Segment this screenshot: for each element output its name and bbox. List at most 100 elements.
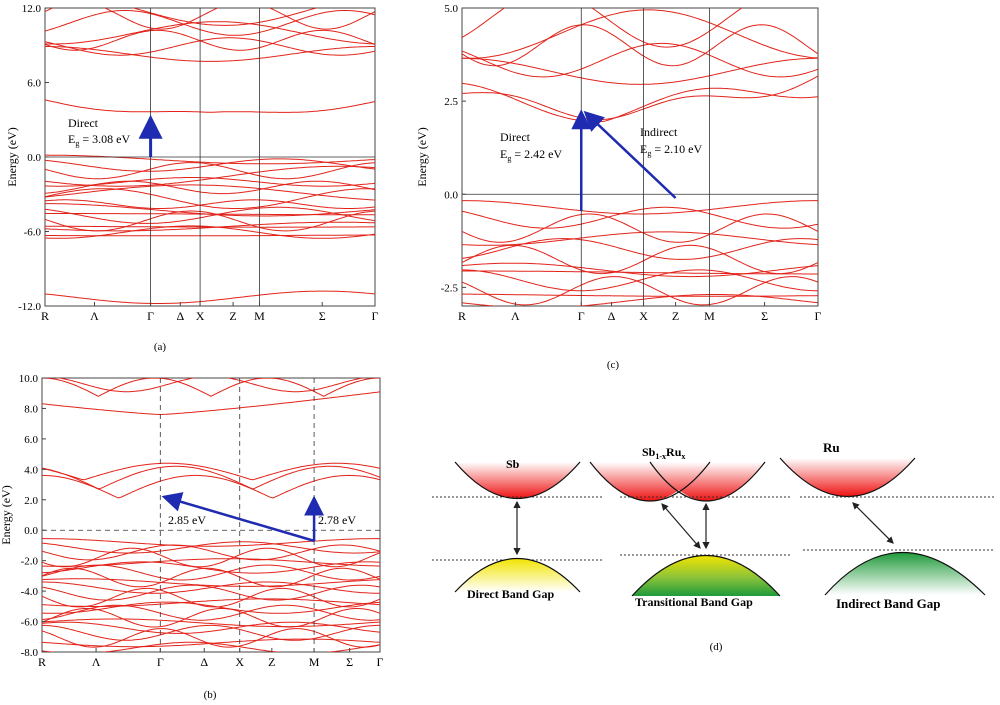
indirect-gap-value: 2.85 eV <box>168 513 206 527</box>
band-line <box>42 628 380 648</box>
direct-label: Direct <box>500 130 531 144</box>
y-axis-label: Energy (eV) <box>5 127 19 186</box>
band-line <box>42 462 380 481</box>
indirect-transition-arrow <box>661 503 701 549</box>
y-tick-label: -6.0 <box>21 617 39 629</box>
band-line <box>45 158 375 172</box>
band-line <box>462 200 818 215</box>
band-line <box>45 21 375 45</box>
k-point-label: Δ <box>200 655 208 669</box>
plot-frame <box>461 7 819 307</box>
panel-a: 12.0 6.0 0.0 -6.0 -12.0R Λ Γ Δ X Z M Σ Γ Energy (eV) D… <box>5 3 379 323</box>
band-line <box>42 541 380 554</box>
band-line <box>45 199 375 209</box>
k-point-label: Γ <box>377 655 384 669</box>
band-line <box>42 618 380 628</box>
k-point-label: R <box>38 655 46 669</box>
band-line <box>462 262 818 278</box>
k-point-label: Λ <box>92 655 101 669</box>
panel-label-a: (a) <box>154 341 167 353</box>
conduction-curve <box>454 461 581 500</box>
band-line <box>462 293 818 297</box>
band-line <box>462 24 818 67</box>
band-line <box>42 564 380 581</box>
band-line <box>462 57 818 85</box>
bands-group <box>45 8 375 304</box>
indirect-label: Indirect <box>640 125 678 139</box>
band-line <box>45 10 375 36</box>
indirect-gap-arrow <box>583 110 677 199</box>
band-line <box>42 465 380 490</box>
band-line <box>42 584 380 601</box>
y-axis-label: Energy (eV) <box>415 127 429 186</box>
band-line <box>45 29 375 51</box>
band-line <box>42 587 380 608</box>
band-line <box>462 238 818 260</box>
direct-band-gap-label: Direct Band Gap <box>467 587 554 601</box>
y-tick-label: 2.0 <box>24 495 38 507</box>
k-point-label: Δ <box>176 309 184 323</box>
band-line <box>42 391 380 416</box>
indirect-gap-arrow <box>161 492 315 543</box>
y-tick-label: 6.0 <box>24 434 38 446</box>
panel-label-c: (c) <box>607 359 620 371</box>
conduction-curve-1 <box>589 461 711 502</box>
k-point-label: Γ <box>815 309 822 323</box>
k-point-label: R <box>458 309 466 323</box>
band-line <box>42 538 380 547</box>
band-line <box>56 378 366 393</box>
conduction-curve-2 <box>649 461 766 502</box>
valence-curve-3 <box>824 552 986 596</box>
valence-curve <box>454 558 581 593</box>
conduction-curve-3 <box>779 457 916 498</box>
sb-label: Sb <box>506 457 520 471</box>
k-point-label: R <box>41 309 49 323</box>
band-line <box>131 8 319 26</box>
indirect-band-gap-label: Indirect Band Gap <box>836 596 941 611</box>
band-line <box>45 225 375 228</box>
band-line <box>45 180 375 195</box>
k-point-label: X <box>639 309 648 323</box>
transitional-band-gap-label: Transitional Band Gap <box>635 595 753 609</box>
band-line <box>45 184 375 201</box>
band-line <box>462 9 818 59</box>
indirect-gap-value: Eg = 2.10 eV <box>640 142 702 158</box>
band-line <box>462 276 818 306</box>
y-tick-label: 2.5 <box>444 96 458 108</box>
band-line <box>45 162 375 180</box>
k-point-label: X <box>196 309 205 323</box>
k-point-label: M <box>309 655 320 669</box>
k-point-label: M <box>704 309 715 323</box>
y-axis-label: Energy (eV) <box>0 485 13 544</box>
band-line <box>42 474 380 499</box>
y-tick-label: 4.0 <box>24 464 38 476</box>
k-point-label: Γ <box>372 309 379 323</box>
y-tick-label: -12.0 <box>18 301 41 313</box>
plot-frame <box>41 377 381 653</box>
k-point-label: X <box>235 655 244 669</box>
k-point-label: Λ <box>90 309 99 323</box>
direct-gap-value: Eg = 2.42 eV <box>500 147 562 163</box>
band-line <box>462 270 818 275</box>
alloy-label: Sb1-xRux <box>642 445 685 461</box>
band-line <box>42 581 380 594</box>
conduction-fill-2 <box>655 462 765 501</box>
y-tick-label: 12.0 <box>22 3 42 15</box>
band-line <box>42 624 380 641</box>
band-line <box>42 578 380 587</box>
y-tick-label: -2.5 <box>441 282 459 294</box>
k-point-label: Λ <box>511 309 520 323</box>
valence-curve-2 <box>631 554 781 597</box>
y-tick-label: 0.0 <box>444 189 458 201</box>
band-line <box>45 213 375 216</box>
k-point-label: Σ <box>319 309 326 323</box>
k-point-label: M <box>254 309 265 323</box>
y-tick-label: 10.0 <box>19 373 39 385</box>
k-point-label: Γ <box>147 309 154 323</box>
k-point-label: Z <box>268 655 275 669</box>
band-line <box>462 75 818 121</box>
direct-gap-value: 2.78 eV <box>318 513 356 527</box>
bands-group <box>462 8 818 306</box>
y-tick-label: 0.0 <box>24 525 38 537</box>
band-line <box>462 8 743 48</box>
